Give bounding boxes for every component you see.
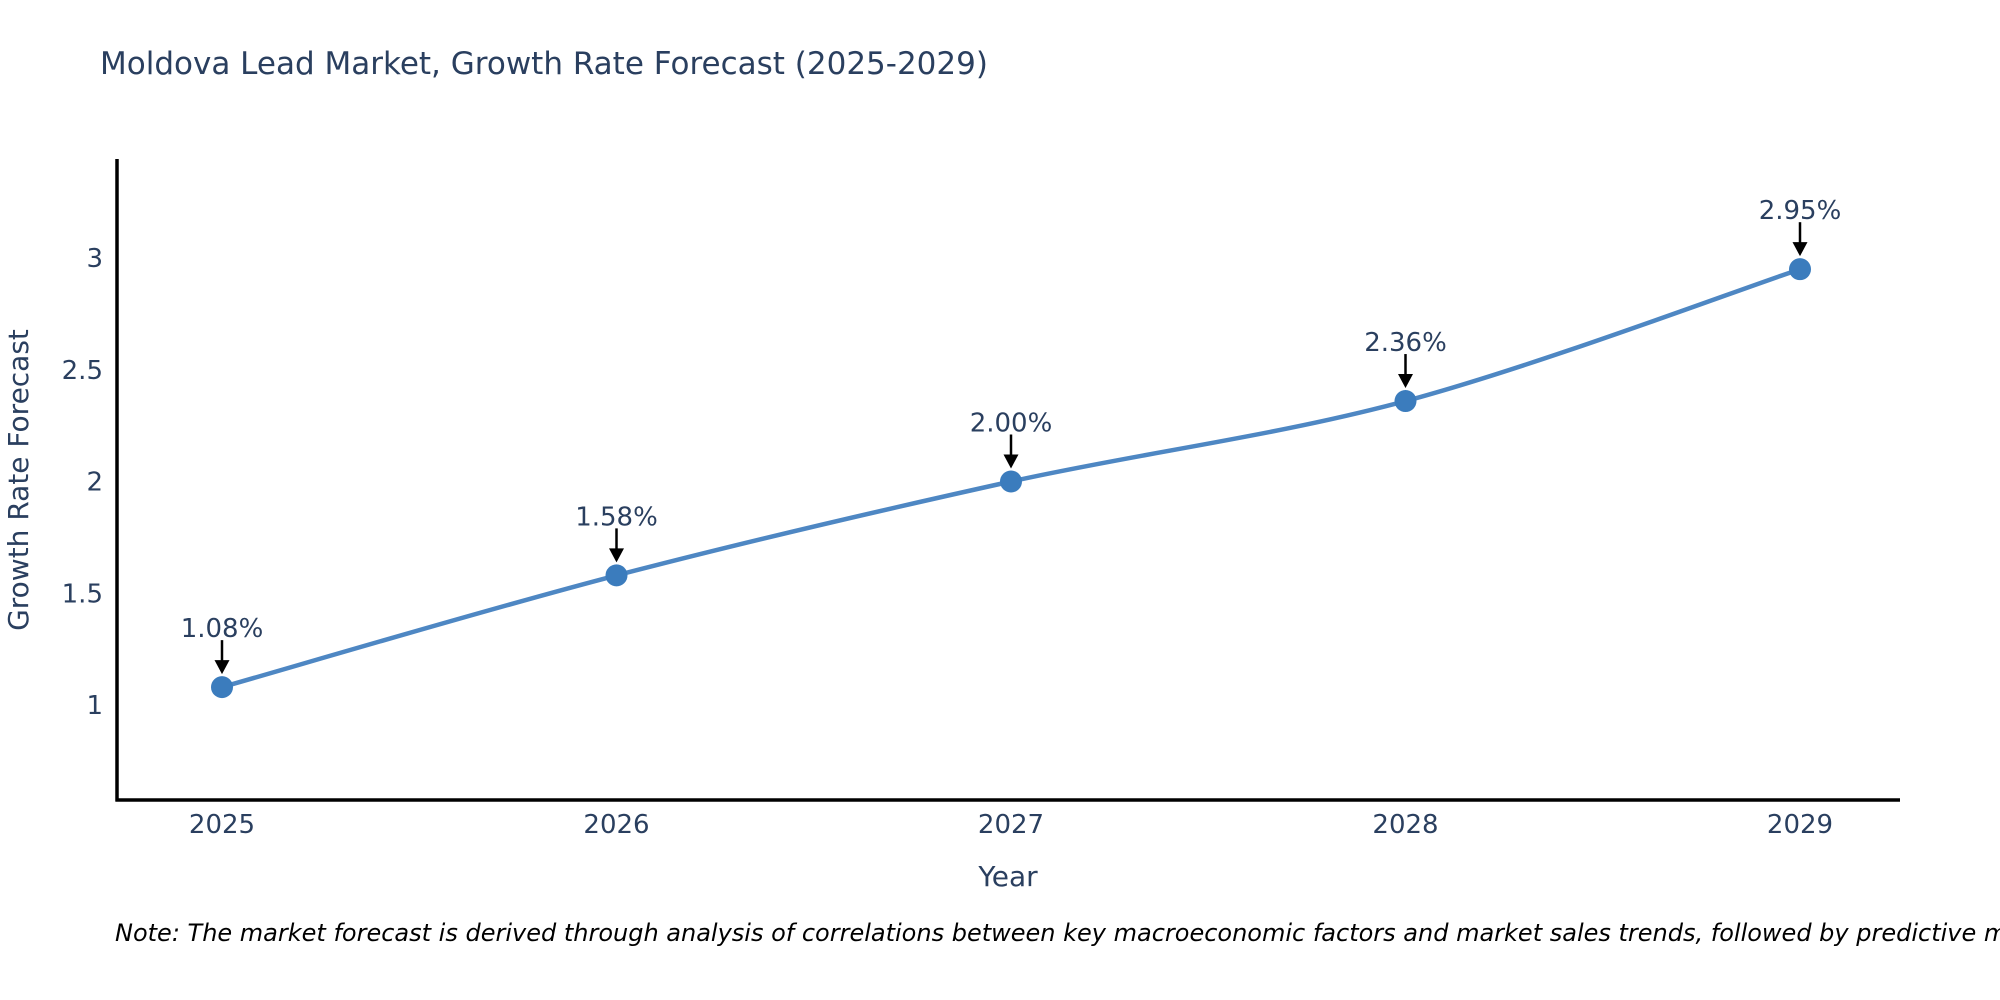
y-tick-label: 2.5: [62, 356, 103, 386]
data-point-value-label: 1.08%: [181, 614, 264, 644]
annotation-arrow-head-icon: [609, 548, 624, 563]
x-tick-label: 2026: [583, 810, 649, 840]
x-tick-label: 2028: [1372, 810, 1438, 840]
annotation-arrow-head-icon: [1003, 454, 1019, 469]
data-point-marker[interactable]: [211, 676, 233, 699]
x-tick-label: 2025: [189, 810, 255, 840]
annotation-arrow-head-icon: [1398, 374, 1413, 389]
data-point-marker[interactable]: [1394, 390, 1417, 413]
data-point-value-label: 2.00%: [970, 409, 1053, 439]
y-axis-title: Growth Rate Forecast: [2, 329, 35, 631]
y-tick-label: 3: [86, 244, 103, 274]
chart-title: Moldova Lead Market, Growth Rate Forecas…: [100, 46, 988, 82]
x-axis-title: Year: [977, 860, 1038, 893]
data-point-value-label: 2.36%: [1364, 328, 1447, 358]
x-tick-label: 2029: [1767, 810, 1833, 840]
plot-area: 1 1.5 2 2.5 3 2025 2026 2027 2028 2029 1.08% 1.58% 2…: [62, 159, 1900, 840]
data-point-marker[interactable]: [605, 564, 628, 587]
y-tick-label: 2: [86, 468, 103, 498]
x-tick-label: 2027: [978, 810, 1044, 840]
annotation-arrow-head-icon: [1792, 242, 1808, 257]
y-tick-label: 1.5: [62, 579, 103, 609]
data-point-value-label: 1.58%: [575, 502, 658, 532]
footnote: Note: The market forecast is derived thr…: [115, 919, 2000, 947]
data-point-marker[interactable]: [1789, 258, 1811, 281]
data-point-value-label: 2.95%: [1759, 196, 1842, 226]
annotation-arrow-head-icon: [214, 660, 230, 675]
y-tick-label: 1: [86, 691, 103, 721]
data-point-marker[interactable]: [1000, 470, 1022, 493]
